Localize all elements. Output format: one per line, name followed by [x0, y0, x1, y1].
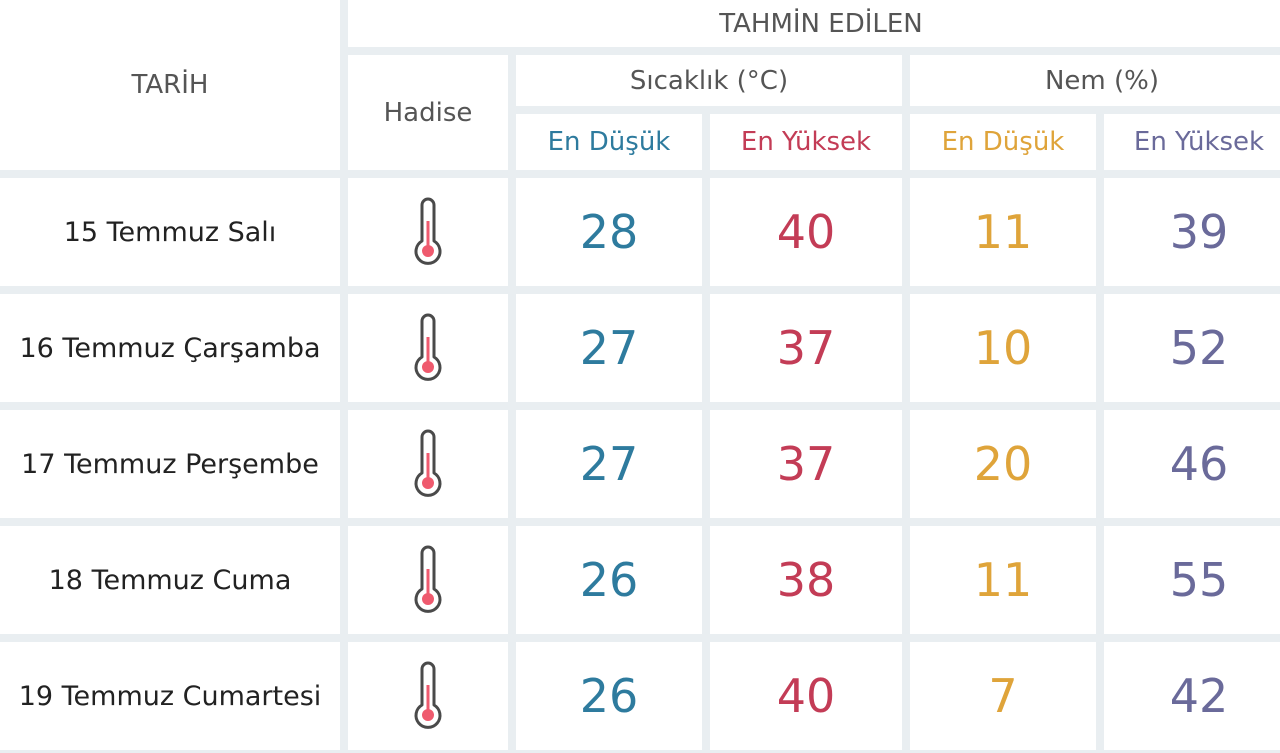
thermometer-icon: [414, 429, 442, 497]
hadise-cell: [348, 410, 508, 518]
humidity-low-value: 11: [910, 526, 1096, 634]
temp-high-value: 37: [710, 410, 902, 518]
temp-low-value: 27: [516, 294, 702, 402]
nem-low-header: En Düşük: [910, 114, 1096, 170]
hadise-header: Hadise: [348, 55, 508, 170]
tarih-header: TARİH: [0, 0, 340, 170]
hadise-cell: [348, 178, 508, 286]
temp-high-value: 40: [710, 178, 902, 286]
temp-low-value: 26: [516, 526, 702, 634]
temp-low-value: 28: [516, 178, 702, 286]
temp-low-value: 27: [516, 410, 702, 518]
humidity-low-value: 10: [910, 294, 1096, 402]
hadise-cell: [348, 642, 508, 750]
sicaklik-header: Sıcaklık (°C): [516, 55, 902, 106]
sicaklik-low-header: En Düşük: [516, 114, 702, 170]
humidity-low-value: 7: [910, 642, 1096, 750]
nem-header: Nem (%): [910, 55, 1280, 106]
temp-low-value: 26: [516, 642, 702, 750]
temp-high-value: 40: [710, 642, 902, 750]
hadise-cell: [348, 526, 508, 634]
sicaklik-high-header: En Yüksek: [710, 114, 902, 170]
humidity-high-value: 55: [1104, 526, 1280, 634]
row-date: 16 Temmuz Çarşamba: [0, 294, 340, 402]
temp-high-value: 37: [710, 294, 902, 402]
thermometer-icon: [414, 661, 442, 729]
nem-high-header: En Yüksek: [1104, 114, 1280, 170]
humidity-high-value: 42: [1104, 642, 1280, 750]
humidity-high-value: 39: [1104, 178, 1280, 286]
row-date: 19 Temmuz Cumartesi: [0, 642, 340, 750]
humidity-high-value: 46: [1104, 410, 1280, 518]
thermometer-icon: [414, 313, 442, 381]
hadise-cell: [348, 294, 508, 402]
temp-high-value: 38: [710, 526, 902, 634]
humidity-low-value: 20: [910, 410, 1096, 518]
row-date: 17 Temmuz Perşembe: [0, 410, 340, 518]
thermometer-icon: [414, 545, 442, 613]
humidity-low-value: 11: [910, 178, 1096, 286]
humidity-high-value: 52: [1104, 294, 1280, 402]
tahmin-edilen-header: TAHMİN EDİLEN: [348, 0, 1280, 47]
thermometer-icon: [414, 197, 442, 265]
row-date: 18 Temmuz Cuma: [0, 526, 340, 634]
row-date: 15 Temmuz Salı: [0, 178, 340, 286]
